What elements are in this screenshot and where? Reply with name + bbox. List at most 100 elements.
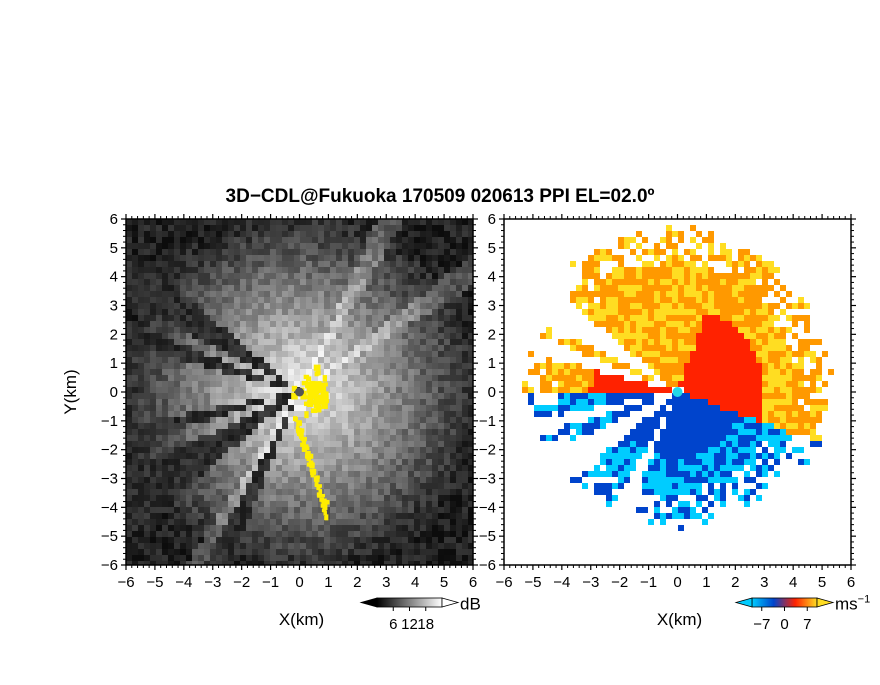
- velocity-cell: [624, 243, 630, 249]
- snr-cell: [420, 447, 426, 453]
- snr-cell: [234, 429, 240, 435]
- snr-cell: [282, 405, 288, 411]
- snr-cell: [150, 273, 156, 279]
- velocity-cell: [768, 417, 774, 423]
- velocity-cell: [660, 471, 666, 477]
- snr-cell: [132, 243, 138, 249]
- snr-cell: [306, 285, 312, 291]
- velocity-cell: [552, 375, 558, 381]
- snr-cell: [438, 375, 444, 381]
- snr-cell: [312, 231, 318, 237]
- snr-cell: [306, 333, 312, 339]
- snr-cell: [276, 543, 282, 549]
- snr-cell: [390, 447, 396, 453]
- snr-cell: [408, 369, 414, 375]
- velocity-cell: [768, 399, 774, 405]
- snr-cell: [450, 441, 456, 447]
- snr-cell: [354, 375, 360, 381]
- snr-cell: [300, 483, 306, 489]
- velocity-cell: [576, 423, 582, 429]
- snr-cell: [402, 285, 408, 291]
- snr-cell: [336, 249, 342, 255]
- snr-cell: [228, 465, 234, 471]
- velocity-cell: [564, 393, 570, 399]
- snr-cell: [330, 303, 336, 309]
- velocity-cell: [654, 351, 660, 357]
- snr-cell: [174, 255, 180, 261]
- snr-cell: [294, 525, 300, 531]
- velocity-cell: [726, 321, 732, 327]
- snr-cell: [276, 393, 282, 399]
- snr-cell: [192, 387, 198, 393]
- velocity-cell: [756, 303, 762, 309]
- snr-cell: [402, 549, 408, 555]
- snr-cell: [234, 399, 240, 405]
- snr-cell: [360, 531, 366, 537]
- snr-cell: [348, 291, 354, 297]
- velocity-cell: [702, 285, 708, 291]
- snr-cell: [342, 429, 348, 435]
- snr-cell: [432, 315, 438, 321]
- snr-cell: [168, 465, 174, 471]
- snr-cell: [222, 231, 228, 237]
- snr-cell: [342, 399, 348, 405]
- snr-cell: [246, 219, 252, 225]
- snr-cell: [246, 423, 252, 429]
- velocity-cell: [666, 231, 672, 237]
- snr-cell: [288, 537, 294, 543]
- velocity-cell: [612, 273, 618, 279]
- velocity-cell: [756, 435, 762, 441]
- snr-cell: [138, 525, 144, 531]
- snr-cell: [408, 483, 414, 489]
- velocity-cell: [672, 243, 678, 249]
- velocity-cell: [630, 321, 636, 327]
- snr-cell: [204, 363, 210, 369]
- snr-cell: [150, 303, 156, 309]
- velocity-cell: [696, 351, 702, 357]
- snr-cell: [360, 309, 366, 315]
- snr-cell: [252, 261, 258, 267]
- velocity-cell: [774, 423, 780, 429]
- snr-cell: [456, 219, 462, 225]
- velocity-cell: [702, 333, 708, 339]
- velocity-cell: [564, 399, 570, 405]
- velocity-cell: [744, 363, 750, 369]
- snr-cell: [438, 549, 444, 555]
- velocity-cell: [828, 369, 834, 375]
- snr-cell: [222, 501, 228, 507]
- velocity-cell: [690, 465, 696, 471]
- snr-cell: [264, 537, 270, 543]
- snr-cell: [132, 513, 138, 519]
- velocity-cell: [624, 465, 630, 471]
- velocity-cell: [666, 447, 672, 453]
- snr-cell: [462, 471, 468, 477]
- snr-cell: [270, 297, 276, 303]
- snr-cell: [312, 267, 318, 273]
- snr-cell: [210, 417, 216, 423]
- velocity-cell: [678, 489, 684, 495]
- snr-cell: [186, 525, 192, 531]
- snr-cell: [252, 531, 258, 537]
- velocity-cell: [600, 303, 606, 309]
- snr-cell: [420, 225, 426, 231]
- snr-cell: [246, 315, 252, 321]
- snr-cell: [378, 495, 384, 501]
- snr-cell: [378, 363, 384, 369]
- snr-cell: [294, 225, 300, 231]
- snr-cell: [402, 531, 408, 537]
- snr-cell: [348, 543, 354, 549]
- snr-cell: [354, 423, 360, 429]
- snr-cell: [246, 519, 252, 525]
- snr-cell: [414, 441, 420, 447]
- snr-cell: [396, 417, 402, 423]
- snr-cell: [246, 273, 252, 279]
- snr-cell: [276, 357, 282, 363]
- snr-cell: [300, 339, 306, 345]
- velocity-cell: [762, 309, 768, 315]
- snr-cell: [462, 465, 468, 471]
- snr-cell: [234, 291, 240, 297]
- snr-cell: [150, 543, 156, 549]
- velocity-cell: [762, 411, 768, 417]
- snr-cell: [264, 405, 270, 411]
- velocity-cell: [708, 273, 714, 279]
